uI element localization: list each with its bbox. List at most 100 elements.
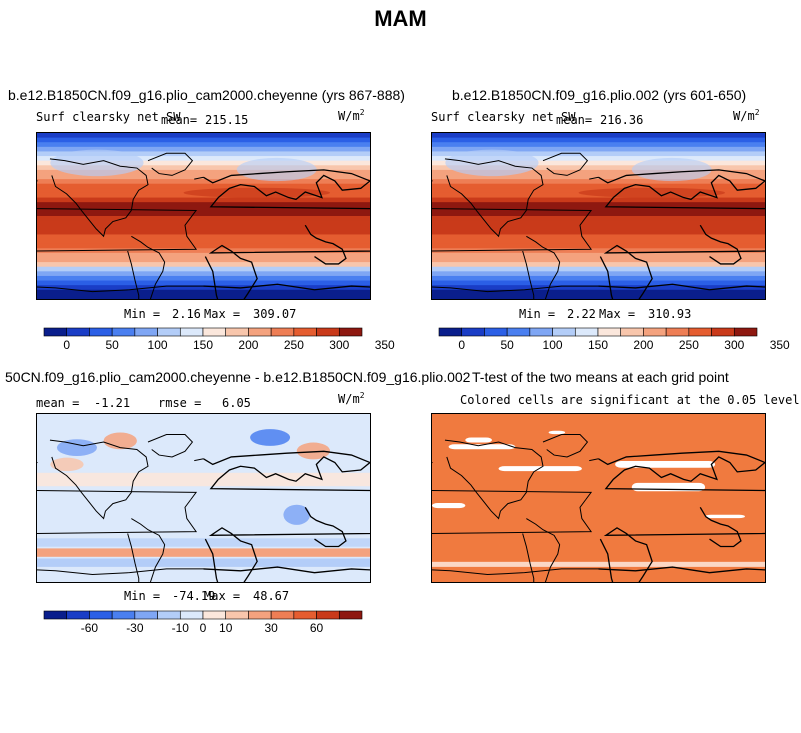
coastlines (599, 153, 766, 299)
panel2-min-value: 2.22 (567, 307, 596, 321)
panel3-min-label: Min = (124, 589, 161, 603)
colorbar-tick-label: 100 (543, 338, 563, 352)
panel3-max-label: Max = (204, 589, 241, 603)
colorbar-tick-label: 50 (105, 338, 119, 352)
colorbar-box (89, 327, 113, 337)
colorbar-box (643, 327, 667, 337)
colorbar-box (111, 610, 136, 620)
panel4-map (431, 413, 766, 583)
colorbar-box (688, 327, 712, 337)
panel1-min-label: Min = (124, 307, 161, 321)
colorbar-box (293, 327, 317, 337)
panel3-min-value: -74.19 (172, 589, 216, 603)
panel3-rmse-value: 6.05 (222, 396, 251, 410)
panel3-rmse-label: rmse = (158, 396, 202, 410)
colorbar-tick-label: 150 (193, 338, 213, 352)
colorbar-box (111, 327, 136, 337)
panel3-map (36, 413, 371, 583)
colorbar-tick-label: 50 (500, 338, 514, 352)
panel2-max-value: 310.93 (648, 307, 692, 321)
panel1-max-label: Max = (204, 307, 241, 321)
colorbar-box (134, 610, 158, 620)
colorbar-box (438, 327, 463, 337)
colorbar-tick-label: 150 (588, 338, 608, 352)
panel1-mean-label: mean= (161, 113, 198, 127)
coastlines (204, 153, 371, 299)
panel2-title: b.e12.B1850CN.f09_g16.plio.002 (yrs 601-… (452, 87, 747, 103)
panel3-title: 50CN.f09_g16.plio_cam2000.cheyenne - b.e… (5, 369, 471, 385)
colorbar-box (552, 327, 576, 337)
colorbar-tick-label: 200 (633, 338, 653, 352)
colorbar-box (711, 327, 735, 337)
panel2-mean-value: 216.36 (600, 113, 644, 127)
colorbar-tick-label: -10 (172, 621, 190, 635)
colorbar-box (316, 327, 340, 337)
colorbar-tick-label: 30 (264, 621, 278, 635)
panel2-units: W/m2 (733, 108, 760, 123)
colorbar-box (179, 610, 204, 620)
panel2-mean-label: mean= (556, 113, 593, 127)
colorbar-box (270, 610, 295, 620)
colorbar-tick-label: 250 (284, 338, 304, 352)
colorbar-tick-label: 300 (724, 338, 744, 352)
panel4-title: T-test of the two means at each grid poi… (472, 369, 729, 385)
panel2-max-label: Max = (599, 307, 636, 321)
colorbar-tick-label: 0 (63, 338, 70, 352)
panel3-max-value: 48.67 (253, 589, 290, 603)
colorbar-tick-label: 200 (238, 338, 258, 352)
colorbar-box (225, 610, 249, 620)
panel1-field-label: Surf clearsky net SW (36, 110, 181, 124)
panel1-max-value: 309.07 (253, 307, 297, 321)
colorbar-tick-label: 350 (375, 338, 395, 352)
colorbar-box (733, 327, 758, 337)
colorbar-tick-label: 60 (310, 621, 324, 635)
colorbar-box (179, 327, 204, 337)
colorbar-box (43, 327, 68, 337)
colorbar-tick-label: 350 (770, 338, 790, 352)
colorbar-tick-label: 300 (329, 338, 349, 352)
colorbar-box (293, 610, 317, 620)
colorbar-box (338, 327, 363, 337)
panel1-units: W/m2 (338, 108, 365, 123)
panel2-field-label: Surf clearsky net SW (431, 110, 576, 124)
colorbar-box (202, 610, 227, 620)
panel3-mean-value: -1.21 (94, 396, 131, 410)
coastlines (204, 435, 371, 582)
colorbar-tick-label: 10 (219, 621, 233, 635)
colorbar-box (620, 327, 644, 337)
panel1-colorbar: 0 50 100 150 200 250 300 350 (43, 327, 395, 355)
colorbar-box (43, 610, 68, 620)
colorbar-tick-label: 250 (679, 338, 699, 352)
panel1-mean-value: 215.15 (205, 113, 249, 127)
colorbar-tick-label: 0 (458, 338, 465, 352)
panel3-units: W/m2 (338, 391, 365, 406)
panel2-min-label: Min = (519, 307, 556, 321)
colorbar-box (270, 327, 295, 337)
panel4-subtitle: Colored cells are significant at the 0.0… (460, 393, 800, 407)
coastlines (599, 435, 766, 582)
colorbar-box (225, 327, 249, 337)
colorbar-box (157, 327, 181, 337)
panel2-map (431, 132, 766, 300)
panel3-colorbar: -60 -30 -10 0 10 30 60 (43, 610, 363, 638)
colorbar-tick-label: 100 (148, 338, 168, 352)
colorbar-box (338, 610, 363, 620)
colorbar-tick-label: 0 (200, 621, 207, 635)
panel1-map (36, 132, 371, 300)
panel1-min-value: 2.16 (172, 307, 201, 321)
panel3-mean-label: mean = (36, 396, 80, 410)
colorbar-box (248, 327, 272, 337)
colorbar-box (506, 327, 531, 337)
figure-title: MAM (374, 6, 427, 31)
colorbar-box (665, 327, 690, 337)
colorbar-box (574, 327, 599, 337)
colorbar-tick-label: -30 (126, 621, 144, 635)
panel2-colorbar: 0 50 100 150 200 250 300 350 (438, 327, 790, 355)
colorbar-box (529, 327, 553, 337)
colorbar-box (202, 327, 227, 337)
colorbar-box (134, 327, 158, 337)
colorbar-box (597, 327, 622, 337)
colorbar-box (66, 327, 90, 337)
colorbar-box (316, 610, 340, 620)
colorbar-box (89, 610, 113, 620)
